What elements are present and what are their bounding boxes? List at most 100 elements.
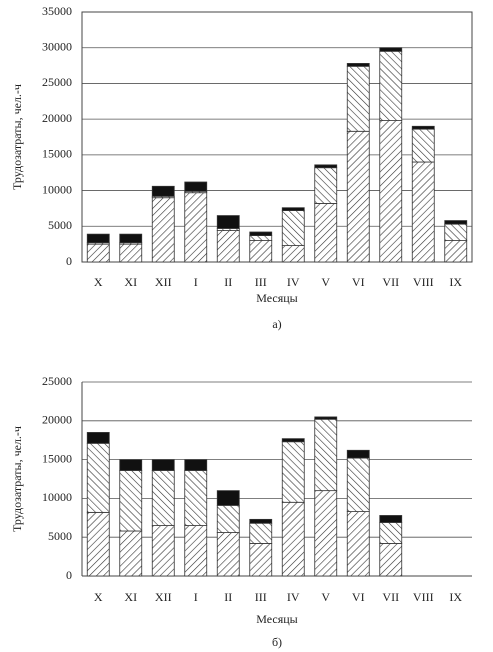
bar-segment (379, 47, 403, 52)
bar-segment (184, 459, 208, 471)
bar-segment (314, 167, 338, 204)
y-tick-label: 15000 (42, 451, 72, 465)
bar-segment (444, 240, 468, 263)
x-tick-label: I (194, 275, 198, 289)
x-tick-label: XI (124, 275, 137, 289)
x-axis-label: Месяцы (256, 612, 297, 626)
x-tick-label: X (94, 590, 103, 604)
y-tick-label: 5000 (48, 218, 72, 232)
bar-segment (184, 525, 208, 577)
bar-segment (249, 235, 273, 241)
y-tick-label: 20000 (42, 413, 72, 427)
bar-segment (249, 240, 273, 263)
bar-segment (119, 233, 143, 244)
bar-segment (86, 243, 110, 263)
bar-segment (281, 501, 305, 577)
bar-segment (184, 181, 208, 192)
x-tick-label: XII (155, 590, 172, 604)
bar-segment (86, 442, 110, 513)
bar-segment (216, 230, 240, 263)
bar-segment (346, 63, 370, 67)
caption: а) (272, 317, 281, 331)
x-tick-label: VII (382, 590, 399, 604)
x-tick-label: V (321, 275, 330, 289)
bar-segment (444, 220, 468, 225)
bar-segment (281, 207, 305, 211)
bar-segment (184, 470, 208, 526)
y-tick-label: 0 (66, 254, 72, 268)
bar-segment (411, 125, 435, 130)
x-tick-label: I (194, 590, 198, 604)
y-tick-label: 5000 (48, 529, 72, 543)
x-tick-label: IX (449, 275, 462, 289)
bar-segment (216, 215, 240, 229)
y-axis-label: Трудозатраты, чел.-ч (10, 84, 24, 190)
bar-segment (379, 120, 403, 263)
y-axis-label: Трудозатраты, чел.-ч (10, 426, 24, 532)
x-tick-label: VII (382, 275, 399, 289)
bar-segment (249, 522, 273, 544)
bar-segment (346, 130, 370, 263)
x-tick-label: X (94, 275, 103, 289)
bar-segment (249, 543, 273, 577)
bar-segment (379, 515, 403, 523)
bar-segment (151, 197, 175, 263)
bar-segment (346, 511, 370, 577)
bar-segment (346, 449, 370, 459)
bar-segment (314, 203, 338, 263)
bar-segment (379, 522, 403, 544)
bar-segment (314, 490, 338, 577)
y-tick-label: 25000 (42, 75, 72, 89)
y-tick-label: 15000 (42, 147, 72, 161)
bar-segment (216, 532, 240, 577)
bar-segment (151, 185, 175, 197)
bar-segment (411, 161, 435, 263)
bar-segment (444, 223, 468, 241)
x-tick-label: VIII (413, 275, 434, 289)
bar-segment (119, 459, 143, 471)
x-tick-label: IV (287, 275, 300, 289)
x-tick-label: V (321, 590, 330, 604)
bar-segment (249, 231, 273, 236)
y-tick-label: 25000 (42, 374, 72, 388)
x-tick-label: XI (124, 590, 137, 604)
bar-segment (86, 511, 110, 577)
bar-segment (281, 438, 305, 443)
bar-segment (151, 459, 175, 471)
x-tick-label: XII (155, 275, 172, 289)
x-tick-label: II (224, 275, 232, 289)
bar-segment (119, 243, 143, 263)
bar-segment (379, 543, 403, 577)
y-tick-label: 10000 (42, 182, 72, 196)
x-tick-label: VI (352, 275, 365, 289)
bar-segment (216, 504, 240, 533)
bar-segment (184, 192, 208, 263)
bar-segment (249, 518, 273, 524)
bar-segment (281, 245, 305, 263)
x-tick-label: VI (352, 590, 365, 604)
bar-segment (346, 65, 370, 132)
bar-segment (379, 50, 403, 121)
bar-segment (216, 490, 240, 506)
bar-segment (314, 416, 338, 420)
y-tick-label: 0 (66, 568, 72, 582)
bar-segment (151, 470, 175, 526)
x-tick-label: III (255, 275, 267, 289)
bar-segment (314, 418, 338, 492)
x-tick-label: IV (287, 590, 300, 604)
x-tick-label: IX (449, 590, 462, 604)
x-tick-label: II (224, 590, 232, 604)
bar-segment (314, 164, 338, 169)
bar-segment (281, 441, 305, 503)
bar-segment (119, 530, 143, 577)
bar-segment (151, 525, 175, 577)
bar-segment (119, 470, 143, 532)
y-tick-label: 35000 (42, 4, 72, 18)
x-tick-label: VIII (413, 590, 434, 604)
bar-segment (86, 233, 110, 244)
caption: б) (272, 635, 282, 649)
y-tick-label: 30000 (42, 39, 72, 53)
bar-segment (346, 457, 370, 512)
bar-segment (86, 432, 110, 444)
